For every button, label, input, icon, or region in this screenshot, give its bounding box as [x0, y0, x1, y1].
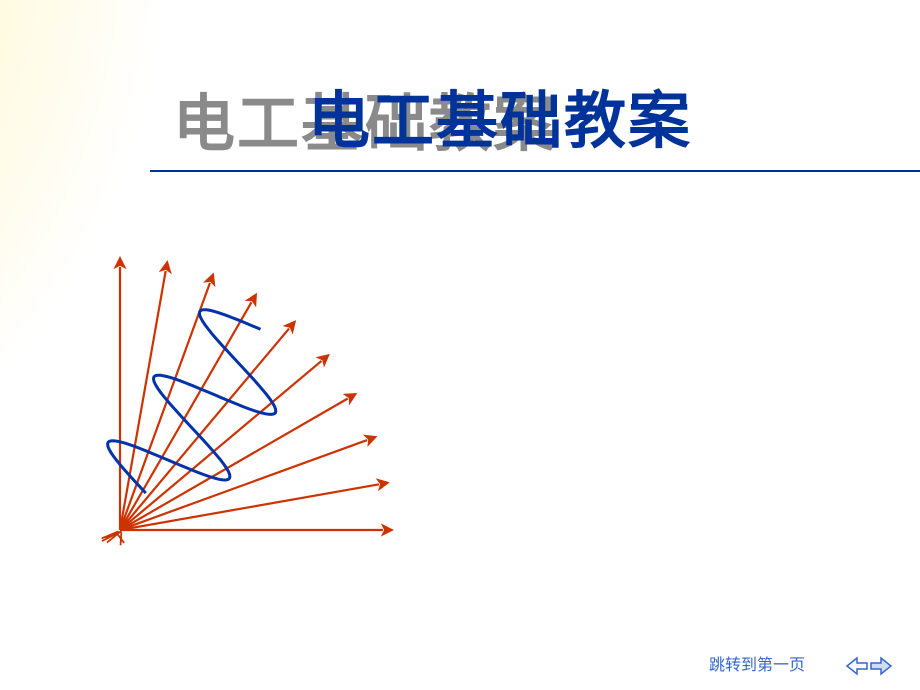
title-main: 电工基础教案	[308, 88, 692, 156]
jump-first-page-link[interactable]: 跳转到第一页	[709, 651, 805, 675]
next-arrow-icon[interactable]	[871, 658, 891, 674]
page-title: 电工基础教案 电工基础教案	[170, 70, 830, 160]
footer-link-text: 跳转到第一页	[709, 657, 805, 674]
title-area: 电工基础教案 电工基础教案	[150, 70, 920, 160]
vector-wave-diagram	[95, 255, 395, 555]
title-underline	[150, 170, 920, 172]
sine-wave	[108, 310, 276, 493]
nav-arrows	[845, 654, 895, 678]
prev-arrow-icon[interactable]	[847, 658, 867, 674]
